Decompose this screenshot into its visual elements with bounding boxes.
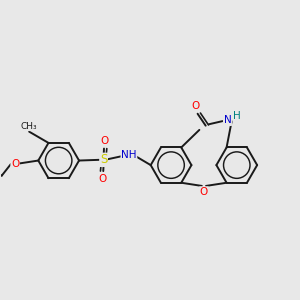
Text: NH: NH (121, 150, 137, 160)
Text: S: S (100, 153, 107, 166)
Text: O: O (11, 159, 19, 169)
Text: O: O (99, 174, 107, 184)
Text: CH₃: CH₃ (20, 122, 37, 130)
Text: O: O (200, 187, 208, 197)
Text: H: H (233, 111, 241, 121)
Text: N: N (224, 116, 231, 125)
Text: O: O (192, 101, 200, 111)
Text: O: O (100, 136, 109, 146)
